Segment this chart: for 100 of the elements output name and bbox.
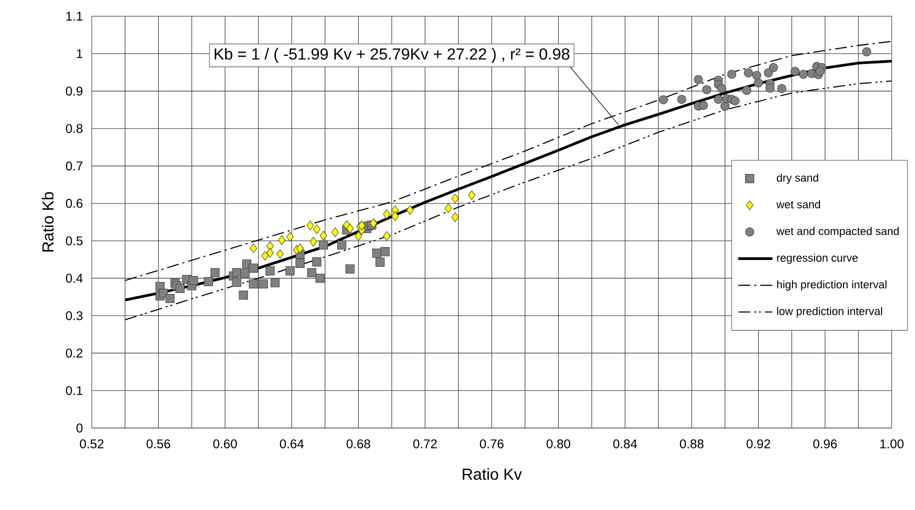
point [376,258,385,267]
point [166,294,175,304]
point [380,247,390,256]
point [258,279,268,288]
point [286,232,294,242]
point [468,190,476,200]
point [444,203,452,214]
point [296,258,305,268]
legend-label: wet sand [776,200,820,208]
point [742,86,752,95]
point [702,85,712,94]
point [210,268,220,278]
point [266,248,274,258]
point [372,248,382,258]
point [276,249,284,259]
point [188,276,198,286]
point [451,194,459,204]
point [768,63,778,72]
point [331,227,339,238]
annotation: Kb = 1 / ( -51.99 Kv + 25.79Kv + 27.22 ) , r² = 0.98 [214,48,570,63]
point [320,230,328,240]
point [730,96,740,106]
point [658,95,668,104]
point [766,84,775,93]
point [270,278,280,288]
point [313,224,320,234]
y-tick-label: 0.4 [66,274,83,283]
y-tick-label: 0.1 [66,386,82,396]
point [354,231,362,241]
x-tick-label: 0.80 [546,439,570,448]
point [862,47,872,56]
y-tick-label: 1 [76,49,82,58]
point [717,84,726,94]
point [698,100,708,110]
point [764,68,773,78]
point [744,68,753,78]
x-tick-label: 0.88 [680,439,704,448]
x-tick-label: 0.68 [346,439,370,448]
point [816,66,825,76]
y-tick-label: 0 [76,424,83,432]
legend-label: high prediction interval [777,280,886,291]
point [383,231,390,241]
legend-label: wet and compacted sand [776,226,899,238]
x-tick-label: 0.52 [80,439,104,448]
y-tick-label: 0.6 [66,198,82,208]
point [790,66,800,76]
y-tick-label: 0.5 [66,236,83,246]
point [232,268,242,278]
point [391,211,399,221]
point [238,290,248,300]
y-tick-label: 1.1 [66,12,82,21]
point [296,244,304,254]
point [312,257,322,266]
point [727,70,736,79]
point [266,266,275,276]
point [694,74,703,84]
x-tick-label: 0.84 [613,439,638,448]
legend-label: low prediction interval [777,306,882,318]
point [370,218,378,228]
point [278,235,286,245]
point [232,278,242,287]
point [318,240,328,250]
point [316,274,325,283]
x-axis-title: Ratio Kv [462,468,522,480]
point [307,268,316,278]
point [798,70,808,79]
point [451,212,459,222]
point [176,284,185,293]
x-tick-label: 1.00 [880,439,904,448]
x-tick-label: 0.72 [413,439,437,448]
point [248,279,258,288]
y-tick-label: 0.2 [66,348,82,358]
legend-label: dry sand [776,174,818,184]
y-tick-label: 0.8 [66,124,82,134]
point [240,268,250,278]
point [306,220,314,230]
y-axis-title: Ratio Kb [42,192,54,252]
x-tick-label: 0.64 [280,439,304,448]
x-tick-label: 0.92 [746,439,770,448]
point [310,236,318,246]
point [720,102,730,111]
point [337,240,346,250]
point [250,244,258,254]
point [777,84,786,94]
y-tick-label: 0.7 [66,161,82,170]
x-tick-label: 0.76 [480,439,504,448]
point [346,224,354,234]
point [286,266,295,276]
point [248,264,258,273]
x-tick-label: 0.56 [146,439,170,448]
point [754,78,763,88]
point [752,70,762,80]
point [266,241,274,251]
point [261,251,269,261]
point [204,277,213,286]
y-tick-label: 0.9 [66,86,82,96]
x-tick-label: 0.60 [213,439,237,448]
point [677,94,686,104]
y-tick-label: 0.3 [66,311,82,320]
legend-label: regression curve [777,254,858,264]
